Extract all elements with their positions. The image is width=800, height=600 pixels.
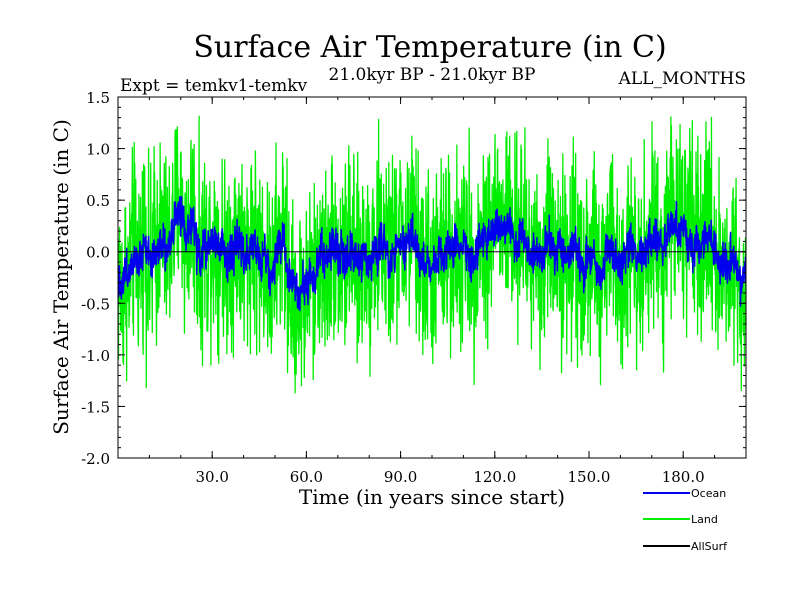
chart-subtitle: 21.0kyr BP - 21.0kyr BP <box>329 65 536 85</box>
series-ocean-line <box>118 195 746 312</box>
x-tick-label: 60.0 <box>290 468 323 486</box>
x-tick-label: 150.0 <box>568 468 611 486</box>
y-axis-label: Surface Air Temperature (in C) <box>49 119 73 435</box>
legend: Ocean Land AllSurf <box>643 487 728 553</box>
y-tick-label: -0.5 <box>81 295 110 313</box>
legend-label-allsurf: AllSurf <box>691 540 728 553</box>
experiment-label: Expt = temkv1-temkv <box>120 76 308 96</box>
x-axis: 30.0 60.0 90.0 120.0 150.0 180.0 <box>117 97 747 486</box>
x-tick-label: 120.0 <box>473 468 516 486</box>
months-label: ALL_MONTHS <box>618 69 746 89</box>
chart-title: Surface Air Temperature (in C) <box>193 30 666 65</box>
y-tick-label: -1.5 <box>81 398 110 416</box>
legend-label-land: Land <box>691 513 718 526</box>
y-tick-label: 0.0 <box>86 244 110 262</box>
series-layer <box>118 115 746 394</box>
x-tick-label: 180.0 <box>662 468 705 486</box>
x-tick-label: 90.0 <box>384 468 417 486</box>
y-tick-label: 0.5 <box>86 192 110 210</box>
y-tick-label: 1.0 <box>86 141 110 159</box>
x-axis-label: Time (in years since start) <box>299 485 565 509</box>
x-tick-label: 30.0 <box>195 468 228 486</box>
y-tick-label: -2.0 <box>81 450 110 468</box>
y-tick-label: -1.0 <box>81 347 110 365</box>
y-tick-label: 1.5 <box>86 89 110 107</box>
legend-label-ocean: Ocean <box>691 487 726 500</box>
y-axis: -2.0 -1.5 -1.0 -0.5 0.0 0.5 1.0 1.5 <box>81 89 746 468</box>
